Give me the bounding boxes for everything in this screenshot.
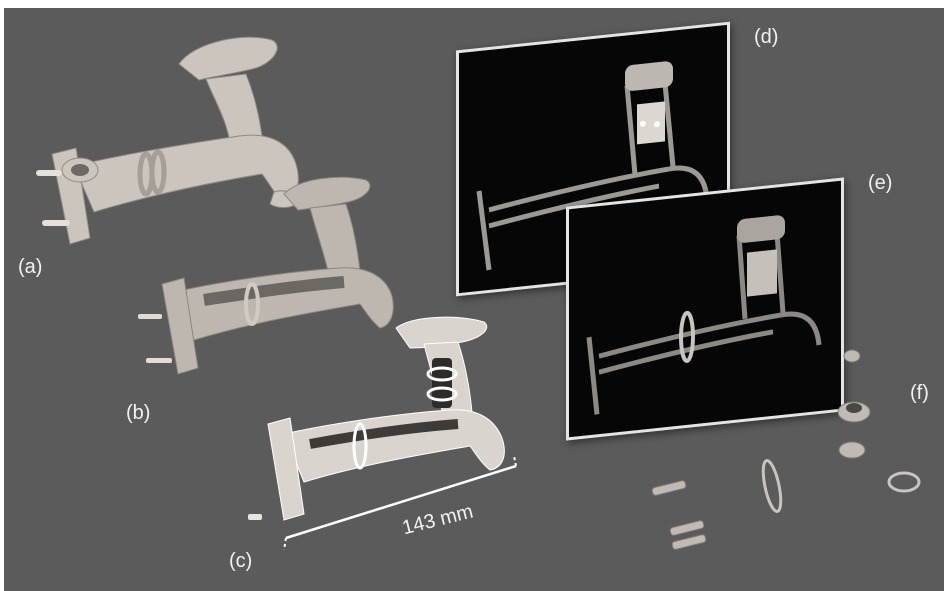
- faucet-parts-f: [651, 349, 921, 550]
- faucet-surface-render-a: [36, 36, 301, 245]
- ct-slice-panel-e: [566, 177, 844, 441]
- label-b: (b): [126, 402, 151, 424]
- faucet-internal-render-c: [248, 316, 505, 521]
- faucet-cutaway-render-b: [138, 176, 394, 375]
- figure-scene: 143 mm: [4, 8, 944, 591]
- label-e: (e): [868, 172, 893, 194]
- label-c: (c): [229, 550, 253, 572]
- ct-slice-image-d: [476, 61, 710, 271]
- label-d: (d): [754, 26, 779, 48]
- ct-slice-panel-d: [456, 21, 730, 297]
- ct-slice-image-e: [586, 215, 822, 415]
- label-f: (f): [910, 382, 929, 404]
- dimension-line: [283, 455, 517, 551]
- label-a: (a): [18, 256, 43, 278]
